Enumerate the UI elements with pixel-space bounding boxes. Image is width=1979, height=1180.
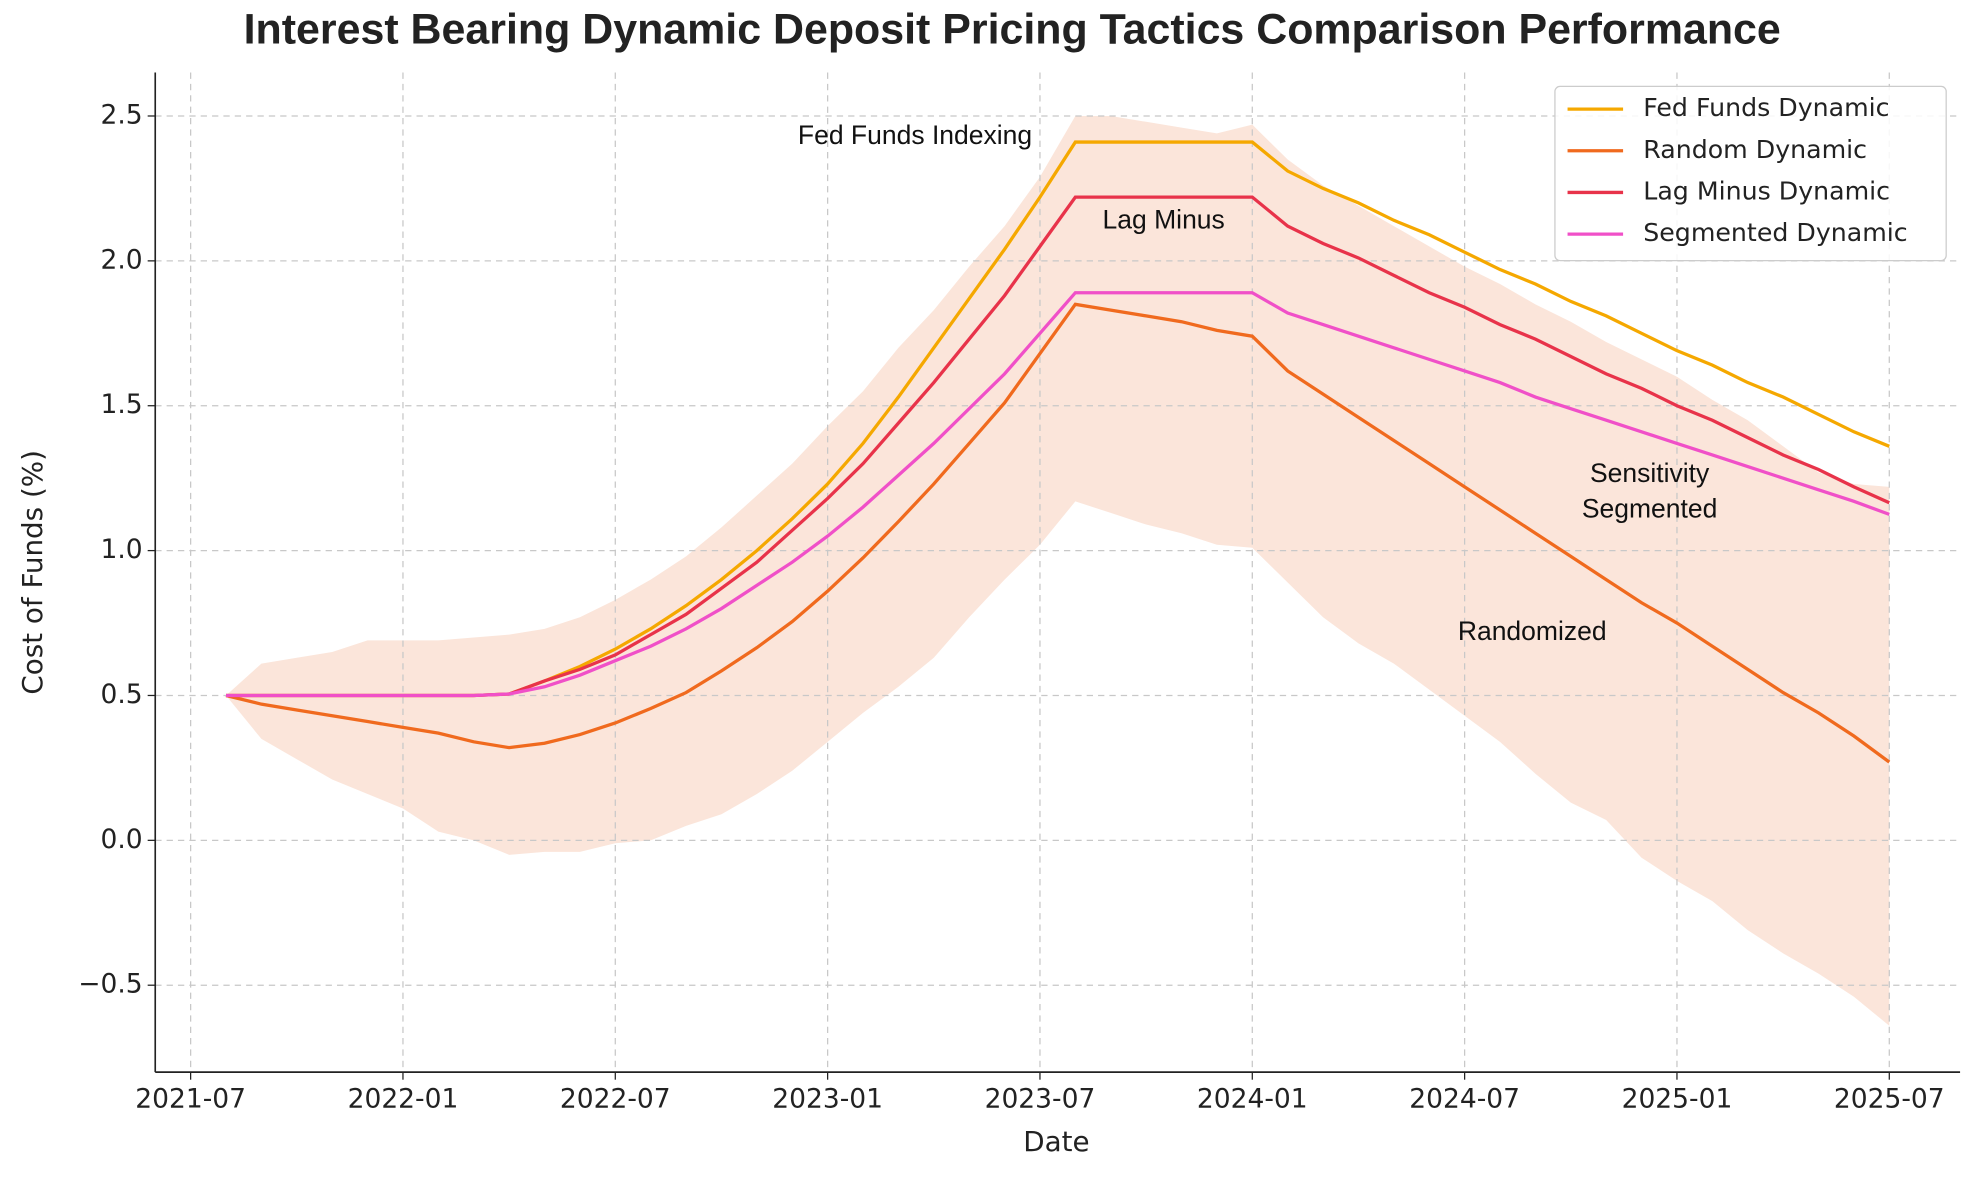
series-line (225, 302, 1891, 764)
y-tick-label: 0.0 (100, 824, 142, 855)
x-tick-label: 2024-07 (1409, 1083, 1520, 1114)
chart-title: Interest Bearing Dynamic Deposit Pricing… (244, 5, 1781, 53)
series-line (226, 291, 1890, 698)
confidence-band (226, 115, 1890, 1026)
y-tick-label: −0.5 (78, 969, 142, 1000)
legend-label: Lag Minus Dynamic (1643, 176, 1890, 205)
annotation: Randomized (1458, 616, 1607, 646)
y-tick-label: 2.5 (100, 99, 142, 130)
annotation: Sensitivity (1590, 458, 1710, 488)
x-tick-label: 2023-01 (772, 1083, 883, 1114)
x-tick-label: 2021-07 (135, 1083, 246, 1114)
y-tick-label: 2.0 (100, 244, 142, 275)
legend-label: Random Dynamic (1643, 135, 1867, 164)
y-tick-label: 0.5 (100, 679, 142, 710)
y-tick-label: 1.0 (100, 534, 142, 565)
x-tick-label: 2023-07 (985, 1083, 1096, 1114)
annotation: Fed Funds Indexing (798, 120, 1032, 150)
x-tick-label: 2022-01 (348, 1083, 459, 1114)
annotation: Segmented (1582, 493, 1718, 523)
y-tick-label: 1.5 (100, 389, 142, 420)
annotation: Lag Minus (1103, 204, 1225, 234)
x-tick-label: 2024-01 (1197, 1083, 1308, 1114)
legend: Fed Funds Dynamic Random Dynamic Lag Minus… (1554, 85, 1947, 262)
legend-box (1554, 85, 1947, 262)
y-axis-label: Cost of Funds (%) (16, 450, 49, 695)
x-tick-label: 2025-01 (1622, 1083, 1733, 1114)
legend-label: Fed Funds Dynamic (1643, 93, 1889, 122)
x-tick-label: 2025-07 (1834, 1083, 1945, 1114)
x-tick-label: 2022-07 (560, 1083, 671, 1114)
x-axis-label: Date (1023, 1125, 1089, 1158)
legend-label: Segmented Dynamic (1643, 218, 1907, 247)
